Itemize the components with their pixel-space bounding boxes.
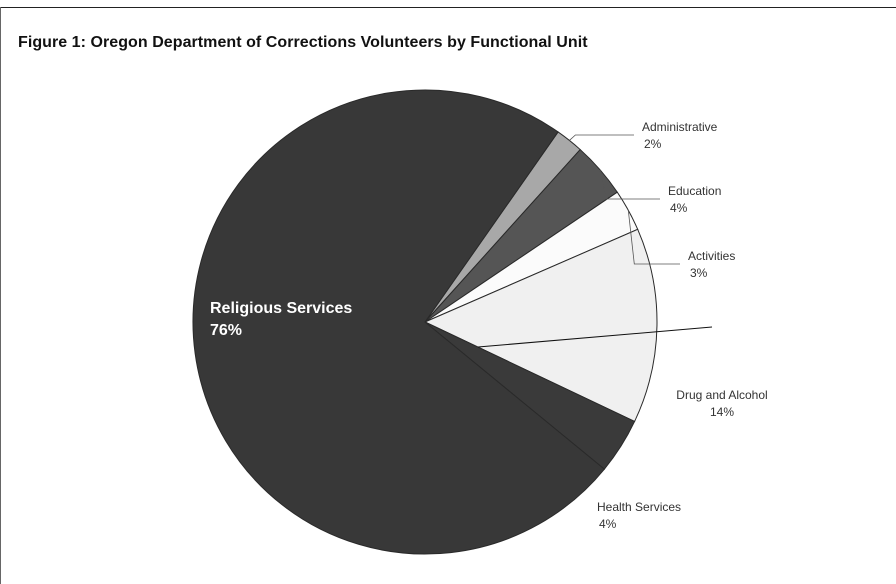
slice-value-label: 4% [599,517,617,531]
slice-value-label: 4% [670,201,688,215]
leader-line-education [599,169,660,200]
slice-label: Activities [688,249,735,263]
slice-label: Religious Services [210,300,352,317]
top-rule [0,7,896,8]
slice-label: Education [668,184,721,198]
annotation-line [477,326,713,348]
leader-line-administrative [569,134,634,141]
slice-value-label: 3% [690,266,708,280]
pie-slice-religious-services [192,89,606,555]
slice-label: Drug and Alcohol [676,388,767,402]
slice-label: Administrative [642,120,718,134]
pie-slice-drug-and-alcohol [423,228,658,423]
leader-line-activities [627,210,680,265]
slice-value-label: 14% [710,405,734,419]
left-rule [0,7,1,584]
slice-value-label: 76% [210,322,242,339]
chart-title: Figure 1: Oregon Department of Correctio… [18,34,588,51]
slice-label: Health Services [597,500,681,514]
slice-value-label: 2% [644,137,662,151]
